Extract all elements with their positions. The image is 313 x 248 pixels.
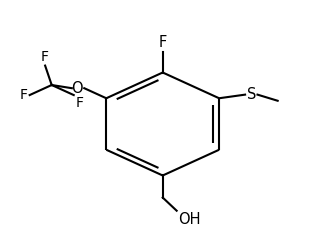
Text: F: F bbox=[41, 50, 49, 64]
Text: S: S bbox=[247, 87, 256, 102]
Text: O: O bbox=[71, 81, 82, 96]
Text: F: F bbox=[75, 96, 83, 110]
Text: F: F bbox=[20, 88, 28, 102]
Text: F: F bbox=[159, 35, 167, 50]
Text: OH: OH bbox=[178, 212, 201, 227]
